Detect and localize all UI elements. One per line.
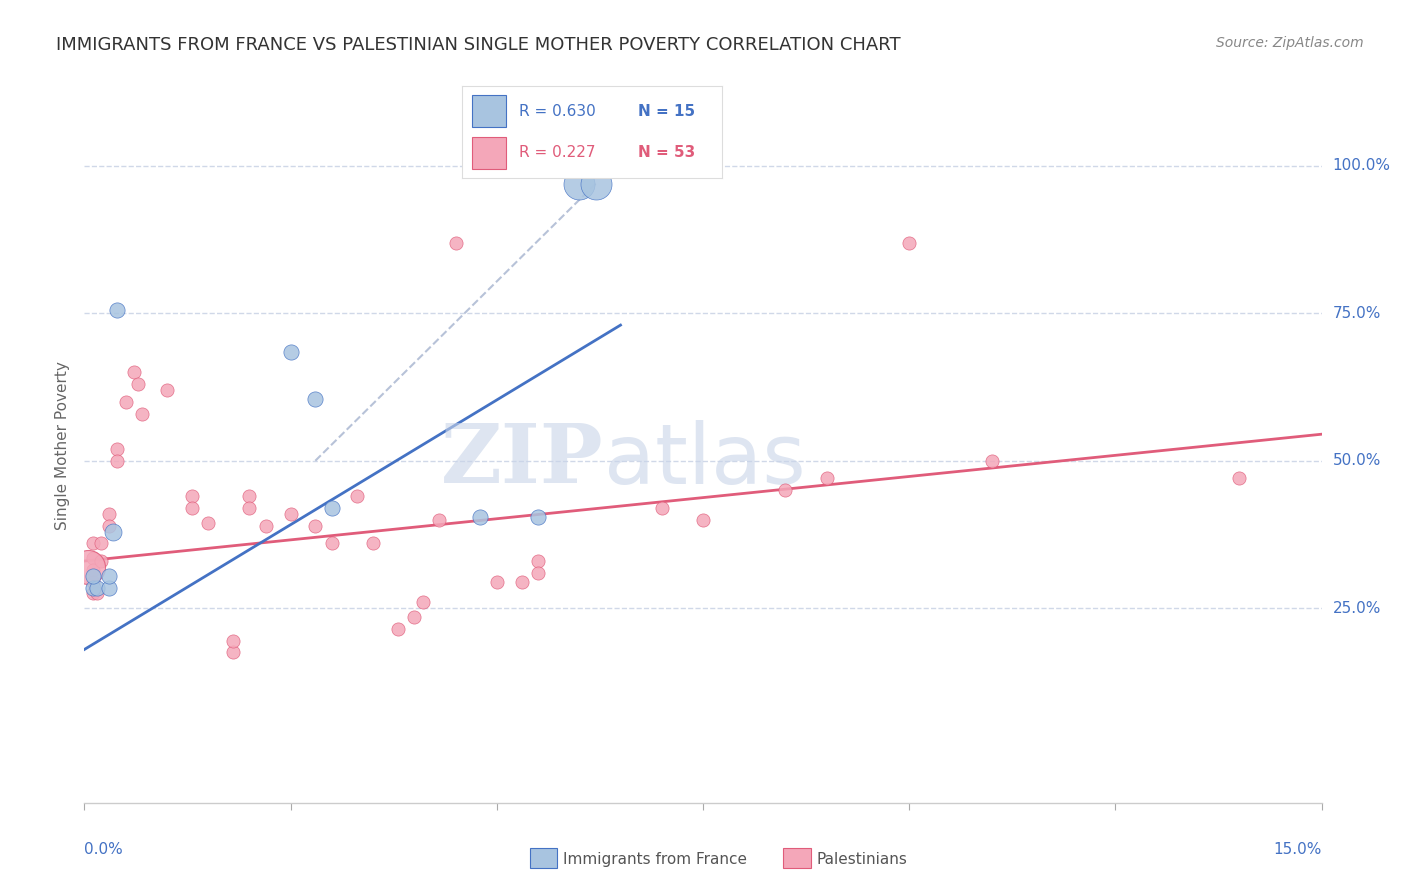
- Point: [346, 489, 368, 503]
- Point: [98, 507, 121, 521]
- Point: [254, 518, 277, 533]
- Point: [412, 595, 434, 609]
- Point: [222, 645, 245, 659]
- Point: [651, 500, 673, 515]
- Text: atlas: atlas: [605, 420, 806, 500]
- Point: [90, 554, 112, 568]
- Point: [98, 518, 121, 533]
- Point: [180, 489, 202, 503]
- Point: [238, 500, 260, 515]
- Point: [114, 394, 136, 409]
- Point: [775, 483, 797, 498]
- Point: [304, 518, 326, 533]
- Point: [82, 574, 104, 589]
- Point: [82, 568, 104, 582]
- Point: [361, 536, 384, 550]
- Point: [238, 489, 260, 503]
- Text: 25.0%: 25.0%: [1333, 600, 1381, 615]
- Point: [131, 407, 153, 421]
- Point: [568, 177, 591, 191]
- Text: 100.0%: 100.0%: [1333, 159, 1391, 173]
- Point: [222, 633, 245, 648]
- Point: [77, 560, 100, 574]
- Point: [105, 454, 128, 468]
- Point: [527, 566, 550, 580]
- Point: [404, 610, 426, 624]
- Point: [197, 516, 219, 530]
- Point: [1227, 471, 1250, 485]
- Point: [321, 536, 343, 550]
- Point: [321, 500, 343, 515]
- Point: [82, 551, 104, 566]
- Text: 75.0%: 75.0%: [1333, 306, 1381, 321]
- Point: [527, 554, 550, 568]
- FancyBboxPatch shape: [783, 848, 811, 869]
- Point: [86, 581, 108, 595]
- Point: [82, 586, 104, 600]
- Point: [387, 622, 409, 636]
- Point: [510, 574, 533, 589]
- Point: [280, 507, 302, 521]
- Point: [485, 574, 508, 589]
- Text: IMMIGRANTS FROM FRANCE VS PALESTINIAN SINGLE MOTHER POVERTY CORRELATION CHART: IMMIGRANTS FROM FRANCE VS PALESTINIAN SI…: [56, 36, 901, 54]
- Point: [82, 536, 104, 550]
- Point: [98, 581, 121, 595]
- Point: [127, 377, 149, 392]
- Point: [692, 513, 714, 527]
- Y-axis label: Single Mother Poverty: Single Mother Poverty: [55, 361, 70, 531]
- Point: [122, 365, 145, 379]
- Point: [98, 568, 121, 582]
- Text: Source: ZipAtlas.com: Source: ZipAtlas.com: [1216, 36, 1364, 50]
- Text: 0.0%: 0.0%: [84, 842, 124, 856]
- Point: [527, 509, 550, 524]
- Text: ZIP: ZIP: [441, 420, 605, 500]
- Text: Immigrants from France: Immigrants from France: [564, 853, 747, 867]
- Point: [156, 383, 179, 397]
- Point: [280, 344, 302, 359]
- Point: [815, 471, 838, 485]
- Text: 15.0%: 15.0%: [1274, 842, 1322, 856]
- Text: 50.0%: 50.0%: [1333, 453, 1381, 468]
- Point: [180, 500, 202, 515]
- Point: [980, 454, 1002, 468]
- Point: [585, 177, 607, 191]
- Point: [898, 235, 921, 250]
- Point: [86, 586, 108, 600]
- Point: [82, 563, 104, 577]
- Point: [444, 235, 467, 250]
- Text: Palestinians: Palestinians: [817, 853, 908, 867]
- Point: [105, 442, 128, 456]
- Point: [304, 392, 326, 406]
- Point: [82, 581, 104, 595]
- Point: [470, 509, 492, 524]
- Point: [427, 513, 450, 527]
- Point: [105, 303, 128, 318]
- Point: [90, 536, 112, 550]
- FancyBboxPatch shape: [530, 848, 557, 869]
- Point: [103, 524, 125, 539]
